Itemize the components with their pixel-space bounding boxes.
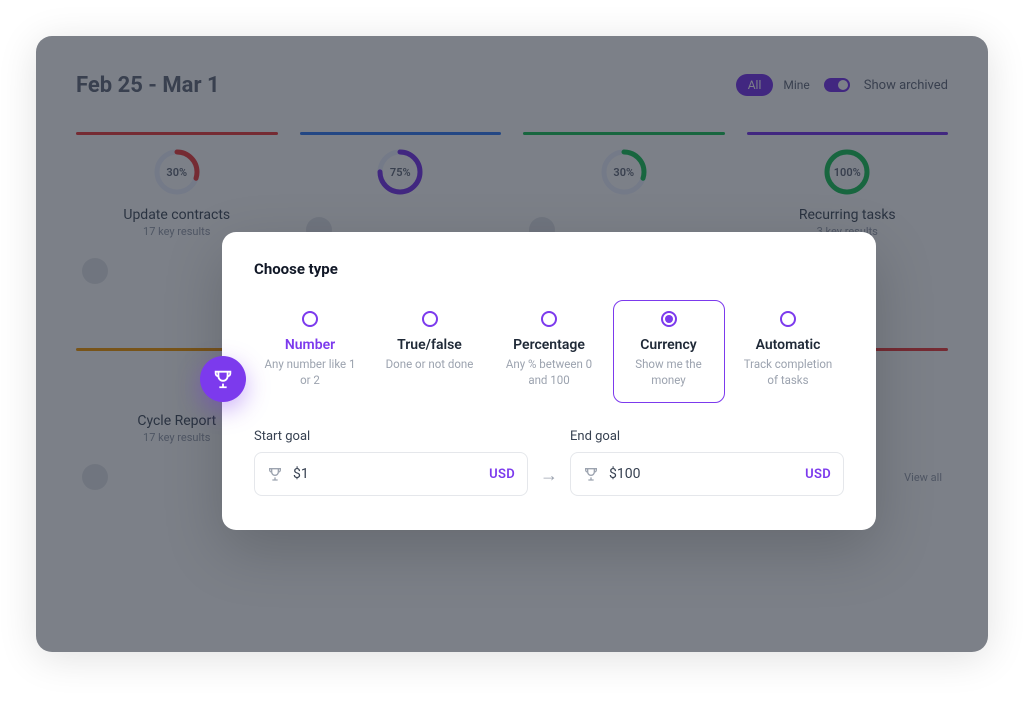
- type-option-true-false[interactable]: True/false Done or not done: [374, 300, 486, 403]
- choose-type-modal: Choose type Number Any number like 1 or …: [222, 232, 876, 530]
- radio-icon: [780, 311, 796, 327]
- trophy-badge-icon: [200, 356, 246, 402]
- start-goal-input[interactable]: $1 USD: [254, 452, 528, 496]
- type-description: Any % between 0 and 100: [500, 357, 598, 388]
- trophy-icon: [267, 466, 283, 482]
- end-goal-input[interactable]: $100 USD: [570, 452, 844, 496]
- end-goal-label: End goal: [570, 429, 844, 444]
- type-label: Automatic: [739, 337, 837, 353]
- type-label: True/false: [381, 337, 479, 353]
- modal-title: Choose type: [254, 260, 844, 278]
- start-goal-label: Start goal: [254, 429, 528, 444]
- type-description: Done or not done: [381, 357, 479, 373]
- trophy-icon: [583, 466, 599, 482]
- start-goal-currency[interactable]: USD: [489, 467, 515, 482]
- type-label: Currency: [620, 337, 718, 353]
- end-goal-currency[interactable]: USD: [805, 467, 831, 482]
- radio-icon: [541, 311, 557, 327]
- radio-icon: [302, 311, 318, 327]
- radio-icon: [661, 311, 677, 327]
- type-option-number[interactable]: Number Any number like 1 or 2: [254, 300, 366, 403]
- type-label: Number: [261, 337, 359, 353]
- type-label: Percentage: [500, 337, 598, 353]
- type-description: Show me the money: [620, 357, 718, 388]
- type-option-percentage[interactable]: Percentage Any % between 0 and 100: [493, 300, 605, 403]
- type-description: Any number like 1 or 2: [261, 357, 359, 388]
- type-option-currency[interactable]: Currency Show me the money: [613, 300, 725, 403]
- end-goal-value: $100: [609, 466, 805, 482]
- type-description: Track completion of tasks: [739, 357, 837, 388]
- type-option-automatic[interactable]: Automatic Track completion of tasks: [732, 300, 844, 403]
- radio-icon: [422, 311, 438, 327]
- arrow-right-icon: →: [540, 465, 558, 496]
- start-goal-value: $1: [293, 466, 489, 482]
